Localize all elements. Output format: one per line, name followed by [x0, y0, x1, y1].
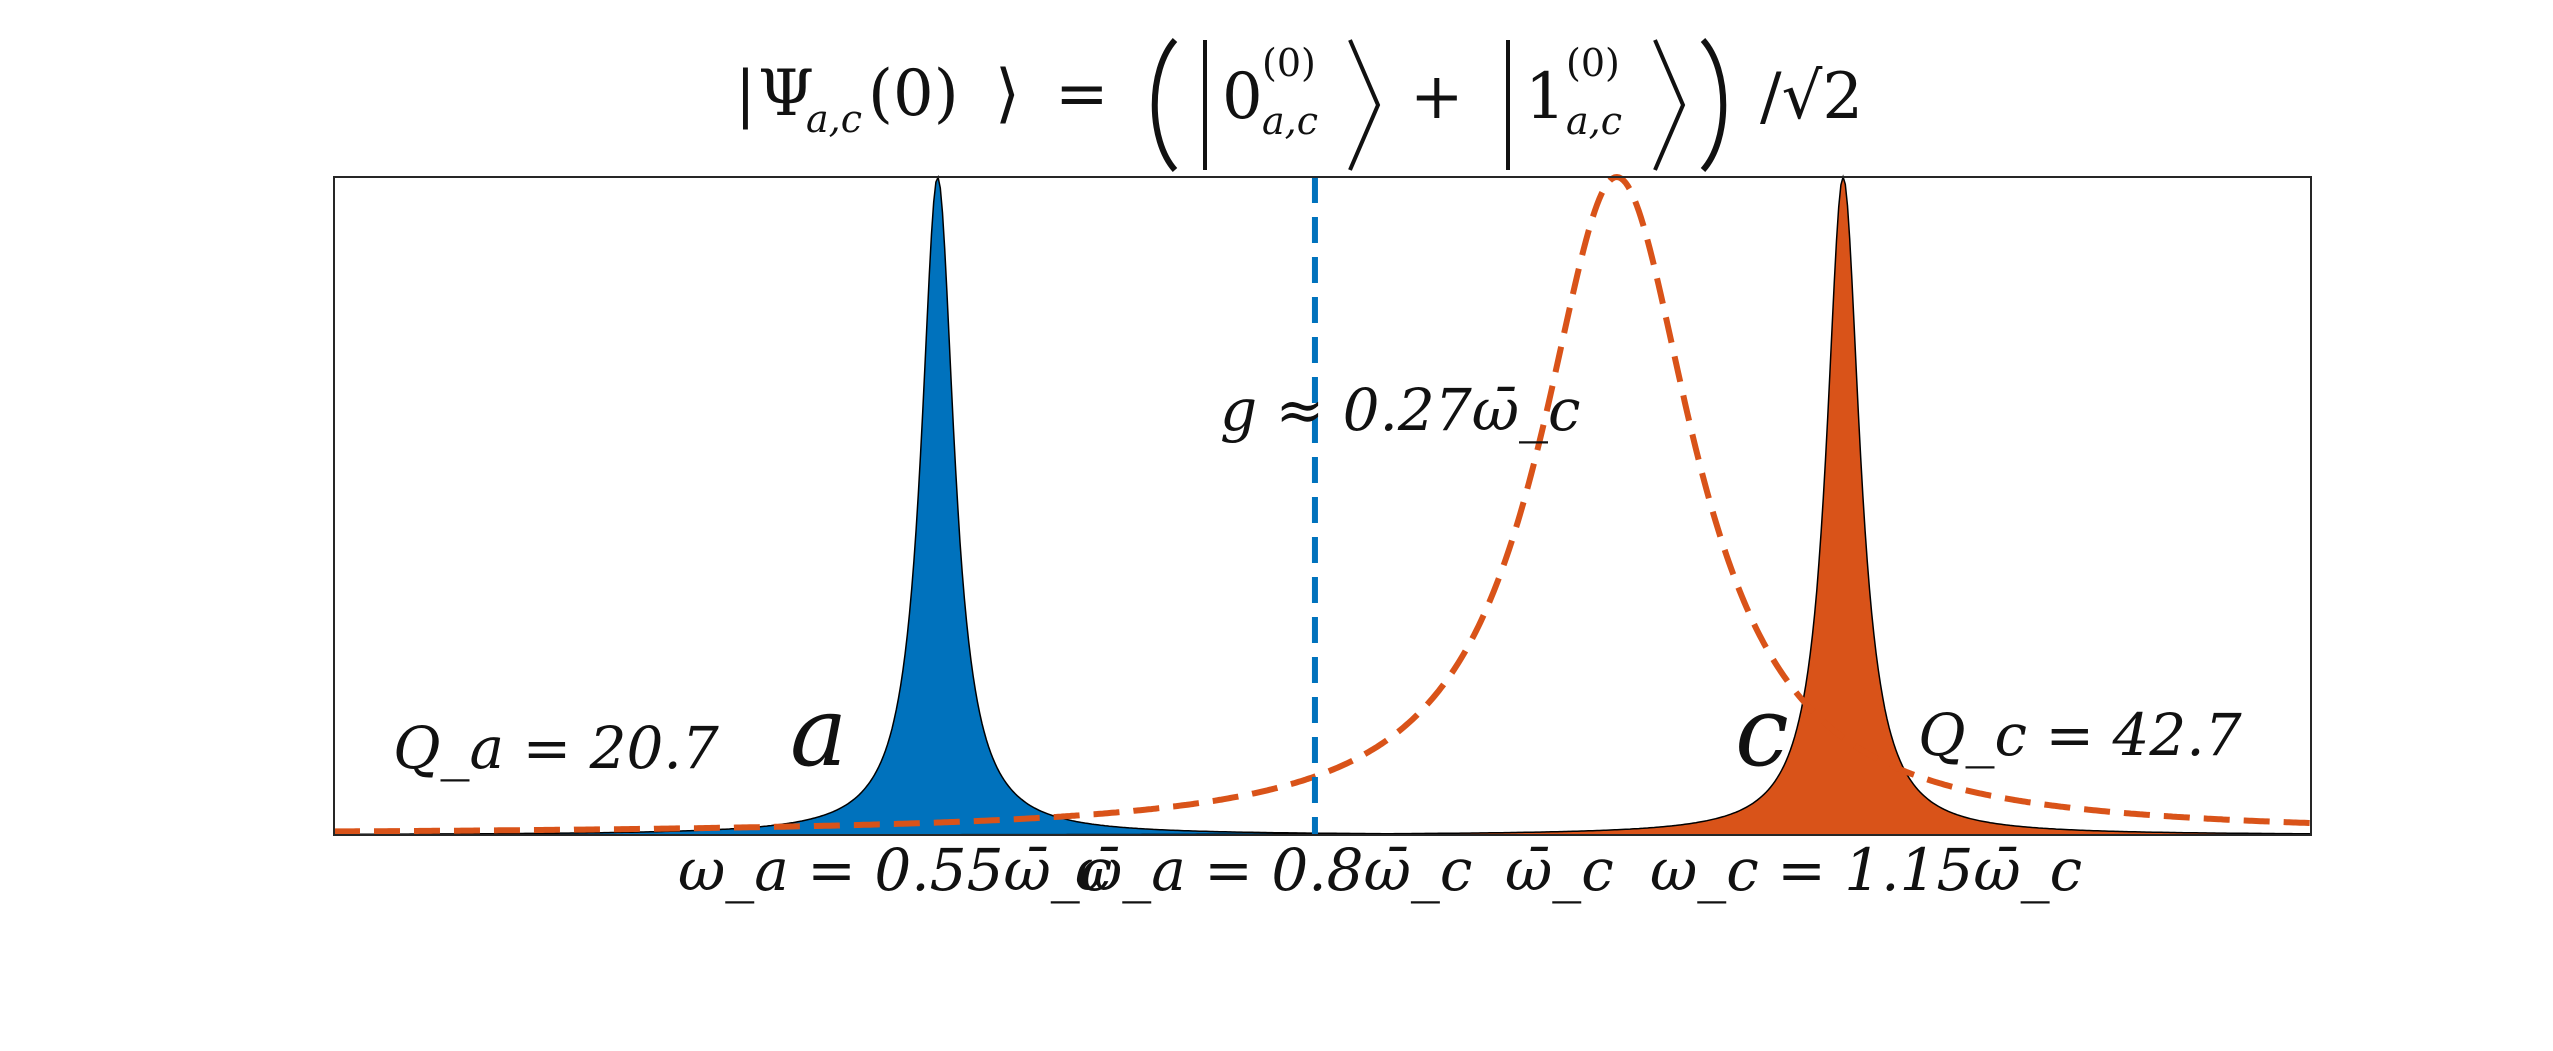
title-state0-sup: (0) [1262, 41, 1316, 85]
title-ket-close: ⟩ [995, 57, 1020, 131]
title-state1-sub: a,c [1566, 99, 1622, 143]
dashed-resonance-curve [333, 173, 2312, 835]
title-paren-right [1700, 37, 1727, 173]
tick-omega-a: ω_a = 0.55ω̄_c [678, 836, 1112, 904]
title-paren-left [1151, 37, 1178, 173]
title-angle-1 [1653, 39, 1686, 171]
title-state1: 1 [1525, 60, 1566, 134]
mode-c-label: c [1735, 676, 1789, 788]
title-state1-sup: (0) [1566, 41, 1620, 85]
title-angle-0 [1348, 39, 1381, 171]
q-a-label: Q_a = 20.7 [393, 714, 719, 782]
coupling-label: g ≈ 0.27ω̄_c [1220, 376, 1581, 444]
title-div-sqrt: /√2 [1760, 60, 1863, 134]
title-state0: 0 [1222, 60, 1263, 134]
tick-omega-c: ω_c = 1.15ω̄_c [1650, 836, 2082, 904]
tick-omega-bar-a: ω̄_a = 0.8ω̄_c [1075, 836, 1472, 904]
title-plus: + [1410, 60, 1464, 134]
plot-lines [333, 173, 2312, 835]
mode-a-label: a [790, 676, 847, 788]
title-state0-sub: a,c [1262, 99, 1318, 143]
title-equals: = [1055, 57, 1109, 131]
title-psi: Ψ [758, 57, 814, 131]
title-psi-sub: a,c [806, 97, 862, 141]
title-arg: (0) [868, 57, 959, 131]
tick-omega-bar-c: ω̄_c [1505, 836, 1614, 904]
title-ket-open: | [735, 57, 756, 130]
chart-title: | Ψ a,c (0) ⟩ = 0 (0) a,c + 1 (0) a,c /√… [735, 37, 1863, 173]
axes-frame [333, 176, 2312, 836]
q-c-label: Q_c = 42.7 [1918, 701, 2242, 769]
